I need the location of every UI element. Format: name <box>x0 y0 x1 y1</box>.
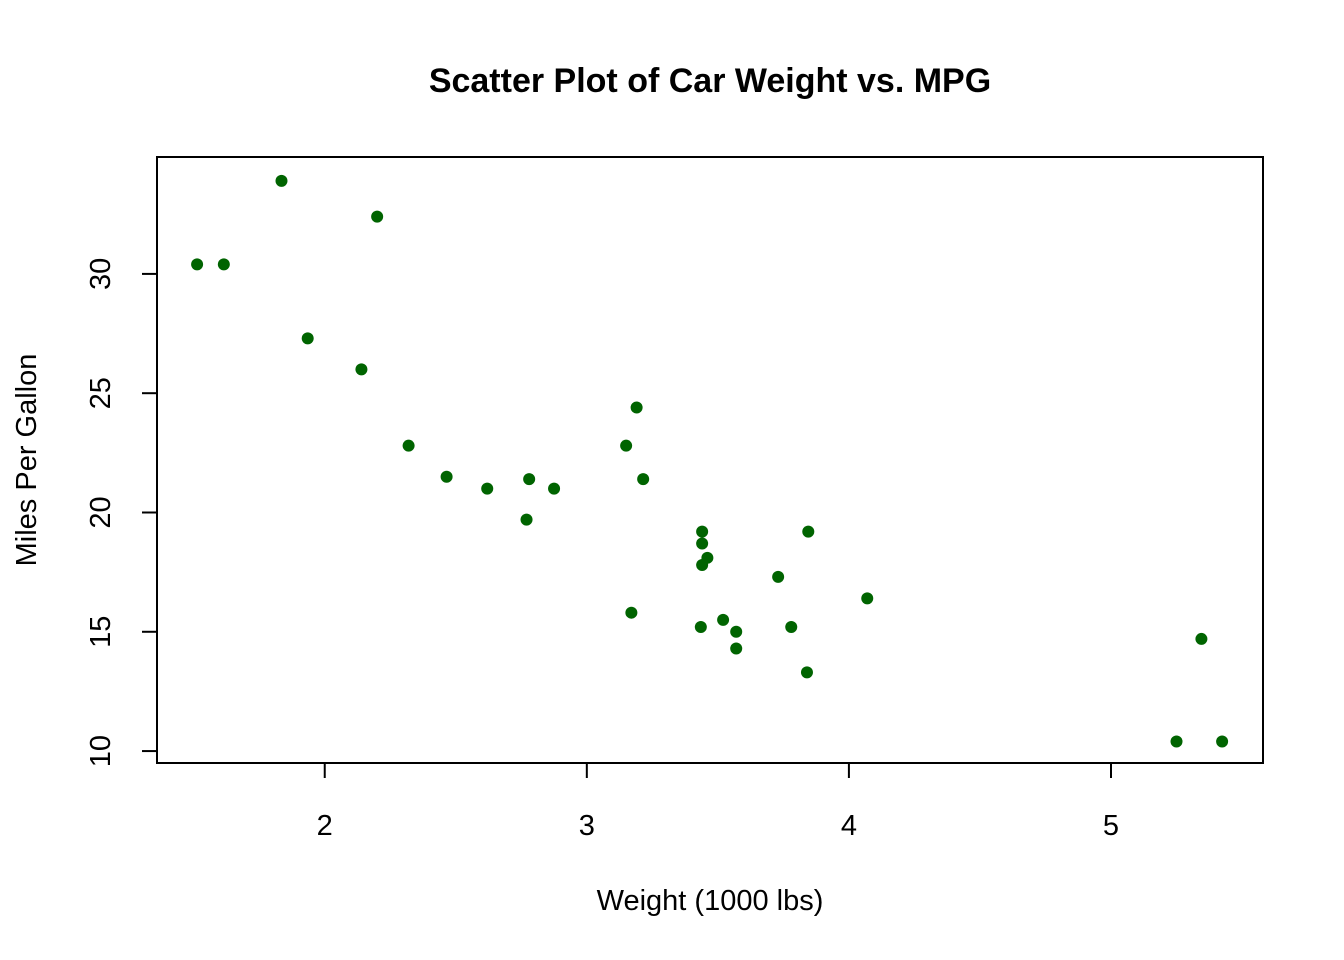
y-tick-label: 10 <box>85 735 117 767</box>
y-tick-label: 15 <box>85 616 117 648</box>
data-point <box>800 666 813 679</box>
data-point <box>620 439 633 452</box>
data-point <box>696 525 709 538</box>
data-points <box>191 174 1229 748</box>
data-point <box>696 537 709 550</box>
data-point <box>520 513 533 526</box>
data-point <box>694 621 707 634</box>
plot-frame <box>156 156 1264 764</box>
data-point <box>730 642 743 655</box>
y-tick-label: 30 <box>85 258 117 290</box>
data-point <box>861 592 874 605</box>
data-point <box>637 473 650 486</box>
x-tick-label: 4 <box>841 810 857 842</box>
data-point <box>1216 735 1229 748</box>
x-tick-label: 3 <box>579 810 595 842</box>
data-point <box>1195 632 1208 645</box>
data-point <box>191 258 204 271</box>
data-point <box>1170 735 1183 748</box>
data-point <box>630 401 643 414</box>
data-point <box>785 621 798 634</box>
x-axis: 2 3 4 5 <box>317 762 1119 842</box>
y-axis: 10 15 20 25 30 <box>85 258 158 767</box>
data-point <box>772 570 785 583</box>
data-point <box>730 625 743 638</box>
data-point <box>802 525 815 538</box>
y-tick-label: 20 <box>85 496 117 528</box>
x-tick-label: 5 <box>1103 810 1119 842</box>
data-point <box>301 332 314 345</box>
y-tick-label: 25 <box>85 377 117 409</box>
data-point <box>402 439 415 452</box>
data-point <box>625 606 638 619</box>
data-point <box>440 470 453 483</box>
data-point <box>523 473 536 486</box>
data-point <box>275 174 288 187</box>
y-axis-label: Miles Per Gallon <box>11 354 43 567</box>
data-point <box>217 258 230 271</box>
data-point <box>355 363 368 376</box>
x-axis-label: Weight (1000 lbs) <box>597 885 824 917</box>
data-point <box>548 482 561 495</box>
data-point <box>701 551 714 564</box>
data-point <box>481 482 494 495</box>
data-point <box>717 613 730 626</box>
chart-title: Scatter Plot of Car Weight vs. MPG <box>429 62 991 100</box>
x-tick-label: 2 <box>317 810 333 842</box>
data-point <box>371 210 384 223</box>
